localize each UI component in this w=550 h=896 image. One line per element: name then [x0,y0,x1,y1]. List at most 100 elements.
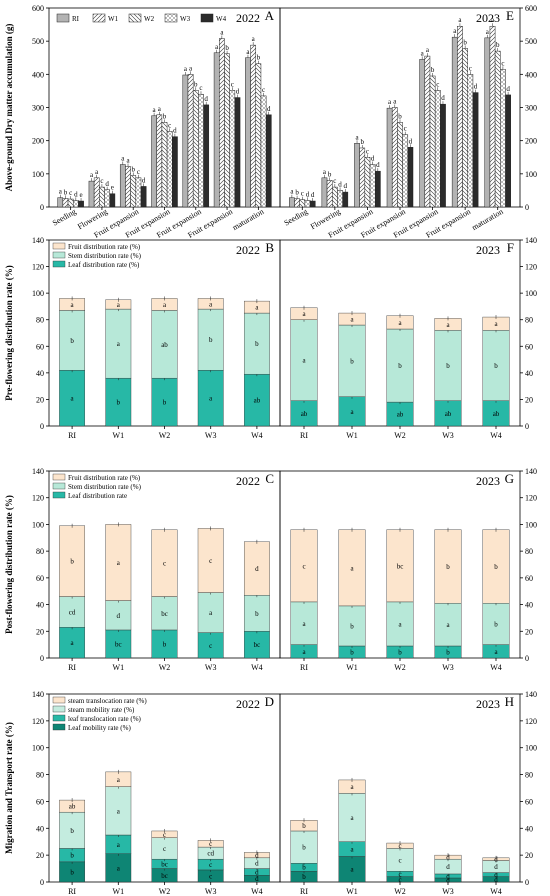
significance-letter: b [255,340,259,348]
significance-letter: ab [301,410,308,418]
significance-letter: c [366,147,369,155]
x-tick-label: W1 [346,431,358,440]
significance-letter: a [90,171,94,179]
significance-letter: a [209,300,213,308]
significance-letter: ab [445,410,452,418]
stacked-bar-segment [338,605,366,647]
x-tick-label: W4 [251,663,263,672]
legend-swatch [52,491,66,499]
bar-W2 [299,199,306,208]
bar-W4 [505,94,511,208]
y-axis-label-A: Above-ground Dry matter accumulation (g) [4,24,14,192]
y-tick-label: 140 [32,236,44,245]
significance-letter: a [252,35,256,43]
significance-letter: d [204,95,208,103]
significance-letter: cd [207,850,214,858]
significance-letter: b [350,622,354,630]
legend-label: W1 [108,15,119,23]
significance-letter: b [463,38,467,46]
bar-W1 [156,114,163,208]
significance-letter: a [158,105,162,113]
panel-letter-D: D [265,694,274,709]
significance-letter: d [117,612,121,620]
significance-letter: b [350,648,354,656]
significance-letter: d [446,854,450,862]
legend-label: steam translocation rate (%) [68,697,147,705]
bar-RI [88,180,95,208]
x-tick-label: RI [300,663,308,672]
significance-letter: b [70,558,74,566]
significance-letter: c [436,80,439,88]
y-tick-label: 0 [525,422,529,431]
significance-letter: d [255,860,259,868]
significance-letter: a [95,168,99,176]
significance-letter: e [79,191,82,199]
bar-W3 [434,90,441,208]
panel-year-A: 2022 [236,11,260,25]
legend-swatch-W2 [128,13,142,23]
significance-letter: a [458,16,462,24]
significance-letter: bc [161,860,168,868]
y-tick-label: 20 [525,627,533,636]
x-tick-label: W1 [113,887,125,896]
x-tick-label: W1 [346,887,358,896]
x-tick-label: W3 [442,431,454,440]
significance-letter: c [231,80,234,88]
y-tick-label: 0 [40,203,44,212]
y-tick-label: 300 [525,104,537,113]
y-axis-label-D: Migration and Transport rate (%) [4,722,14,854]
y-tick-label: 140 [525,236,537,245]
stacked-bar-segment [59,370,86,427]
significance-letter: a [117,776,121,784]
bar-W1 [489,25,496,208]
significance-letter: c [398,876,401,884]
significance-letter: c [137,168,140,176]
bar-RI [386,107,393,208]
significance-letter: a [426,46,430,54]
bar-W4 [265,114,272,208]
significance-letter: bc [254,641,261,649]
significance-letter: a [350,866,354,874]
significance-letter: a [491,16,495,24]
panel-letter-B: B [265,240,274,255]
bar-RI [57,197,64,208]
stacked-bar-segment [59,525,86,597]
y-tick-label: 60 [525,342,533,351]
significance-letter: a [290,188,294,196]
bar-W3 [500,69,506,208]
significance-letter: ab [397,411,404,419]
legend-label: Leaf distribution rate [68,492,127,500]
significance-letter: cd [69,608,76,616]
x-tick-label: W3 [442,887,454,896]
significance-letter: c [404,125,407,133]
stacked-bar-segment [197,370,224,427]
significance-letter: b [398,112,402,120]
bar-W2 [397,122,403,208]
x-tick-label: W2 [394,431,406,440]
y-tick-label: 0 [40,654,44,663]
legend-label: W2 [144,15,155,23]
significance-letter: a [323,168,327,176]
significance-letter: a [350,814,354,822]
bar-W2 [99,186,105,208]
significance-letter: d [344,182,348,190]
bar-W1 [326,180,333,208]
significance-letter: ab [161,341,168,349]
significance-letter: b [255,610,259,618]
stacked-bar-segment [243,373,270,427]
bar-W2 [429,75,436,208]
x-tick-label: W3 [442,663,454,672]
bar-W4 [309,200,316,208]
significance-letter: a [421,49,425,57]
y-tick-label: 20 [525,395,533,404]
legend-swatch-W3 [164,13,178,23]
stacked-bar-segment [197,308,224,371]
significance-letter: ab [254,397,261,405]
y-tick-label: 20 [36,627,44,636]
significance-letter: d [306,190,310,198]
bar-RI [451,36,458,208]
significance-letter: a [350,316,354,324]
x-tick-label: W4 [490,663,502,672]
bar-W4 [440,103,446,208]
legend-swatch [52,482,66,490]
